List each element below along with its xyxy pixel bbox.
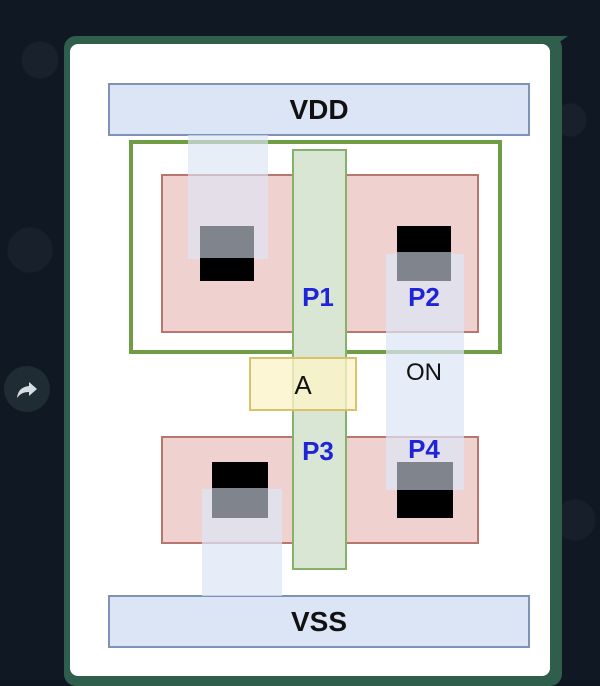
transistor-p4-label: P4	[408, 434, 440, 464]
transistor-p1-label: P1	[302, 282, 334, 312]
vdd-rail	[108, 83, 530, 136]
contact-p2-overlay	[397, 252, 451, 281]
forward-button[interactable]	[4, 366, 50, 412]
share-forward-icon	[17, 382, 37, 398]
transistor-p2-label: P2	[408, 282, 440, 312]
transistor-p3-label: P3	[302, 436, 334, 466]
output-strap-metal	[386, 254, 464, 490]
diagram-card[interactable]: VDD VSS A P1 P2 P3 P4 ON	[70, 44, 550, 676]
vdd-label: VDD	[289, 94, 348, 125]
contact-vdd-overlay	[200, 226, 254, 258]
on-label: ON	[406, 359, 442, 386]
cmos-layout-diagram: VDD VSS A P1 P2 P3 P4 ON	[108, 83, 530, 648]
contact-p4-overlay	[397, 462, 453, 490]
message-bubble-tail	[548, 36, 568, 50]
vss-rail	[108, 595, 530, 648]
contact-vss-overlay	[212, 488, 268, 518]
input-a-box	[249, 357, 357, 411]
vss-label: VSS	[291, 606, 347, 637]
input-a-label: A	[294, 370, 312, 400]
